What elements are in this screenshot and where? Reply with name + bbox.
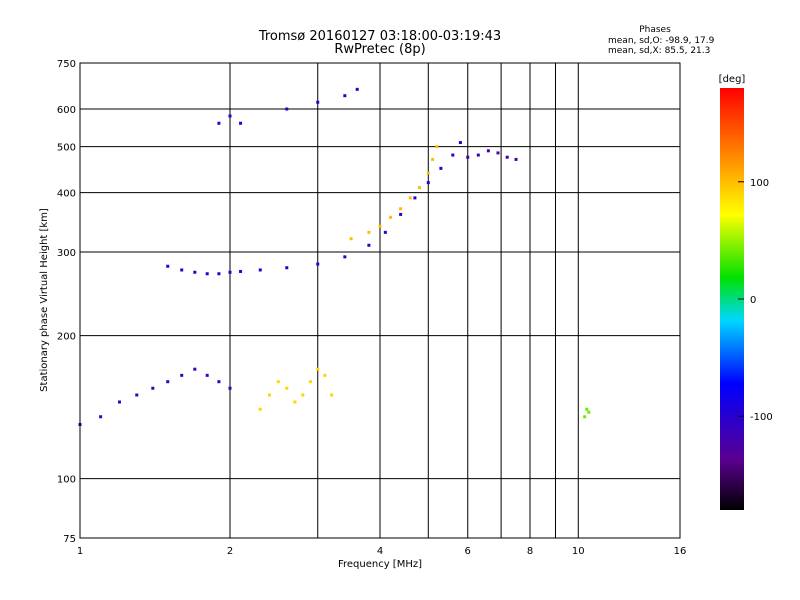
echo-point	[367, 230, 371, 234]
x-tick-labels: 1 2 4 6 8 10 16	[77, 546, 687, 557]
plot-frame	[79, 62, 681, 539]
echo-point	[583, 415, 587, 419]
y-tick-label: 500	[57, 143, 76, 154]
echo-point	[285, 386, 289, 390]
echo-point	[505, 155, 509, 159]
echo-point	[205, 373, 209, 377]
colorbar-tick-label: 0	[750, 295, 756, 306]
echo-point	[180, 373, 184, 377]
echo-point	[267, 393, 271, 397]
echo-point	[285, 107, 289, 111]
y-tick-label: 200	[57, 332, 76, 343]
echo-point	[217, 121, 221, 125]
echo-point	[135, 393, 139, 397]
echo-point	[308, 380, 312, 384]
echo-point	[258, 268, 262, 272]
echo-point	[486, 149, 490, 153]
x-tick-label: 8	[527, 546, 533, 557]
echo-point	[378, 224, 382, 228]
echo-point	[217, 272, 221, 276]
echo-point	[426, 181, 430, 185]
colorbar-tick-label: 100	[750, 178, 769, 189]
x-tick-label: 4	[377, 546, 383, 557]
echo-point	[476, 153, 480, 157]
y-tick-labels: 75 100 200 300 400 500 600 750	[57, 59, 76, 545]
echo-point	[417, 186, 421, 190]
echo-point	[151, 386, 155, 390]
echo-point	[193, 270, 197, 274]
echo-point	[399, 212, 403, 216]
y-tick-label: 300	[57, 248, 76, 259]
chart-subtitle: RwPretec (8p)	[334, 42, 425, 57]
echo-point	[258, 407, 262, 411]
echo-point	[285, 266, 289, 270]
echo-point	[367, 243, 371, 247]
echo-point	[276, 380, 280, 384]
echo-point	[330, 393, 334, 397]
y-tick-label: 75	[63, 534, 76, 545]
echo-point	[355, 87, 359, 91]
echo-point	[228, 270, 232, 274]
x-tick-label: 2	[227, 546, 233, 557]
echo-point	[383, 230, 387, 234]
echo-point	[180, 268, 184, 272]
echo-point	[413, 196, 417, 200]
echo-point	[316, 100, 320, 104]
echo-point	[408, 196, 412, 200]
x-tick-label: 6	[465, 546, 471, 557]
echo-point	[316, 367, 320, 371]
echo-point	[451, 153, 455, 157]
x-tick-label: 1	[77, 546, 83, 557]
echo-point	[193, 367, 197, 371]
echo-point	[496, 151, 500, 155]
phase-stats-o: mean, sd,O: -98.9, 17.9	[608, 36, 715, 46]
phase-stats-x: mean, sd,X: 85.5, 21.3	[608, 46, 710, 56]
echo-point	[228, 386, 232, 390]
echo-point	[585, 407, 589, 411]
chart-title: Tromsø 20160127 03:18:00-03:19:43	[258, 29, 501, 44]
echo-point	[343, 94, 347, 98]
echo-point	[239, 269, 243, 273]
echo-point	[349, 237, 353, 241]
y-axis-label: Stationary phase Virtual Height [km]	[39, 208, 50, 392]
echo-point	[431, 157, 435, 161]
echo-point	[239, 121, 243, 125]
echo-point	[466, 155, 470, 159]
echo-point	[389, 215, 393, 219]
colorbar-ticks: 100 0 -100	[738, 178, 773, 423]
y-tick-label: 100	[57, 475, 76, 486]
phases-title: Phases	[639, 25, 671, 35]
echo-point	[426, 171, 430, 175]
echo-point	[514, 157, 518, 161]
y-tick-label: 600	[57, 105, 76, 116]
colorbar-label: [deg]	[719, 74, 746, 85]
x-tick-label: 16	[674, 546, 687, 557]
y-tick-label: 750	[57, 59, 76, 70]
colorbar-tick-label: -100	[750, 412, 773, 423]
echo-point	[343, 255, 347, 259]
echo-point	[293, 400, 297, 404]
echo-point	[458, 141, 462, 145]
echo-point	[435, 145, 439, 149]
y-tick-label: 400	[57, 189, 76, 200]
x-axis-label: Frequency [MHz]	[338, 559, 422, 570]
grid-lines	[80, 63, 680, 538]
echo-point	[228, 114, 232, 118]
data-points	[78, 87, 591, 427]
echo-point	[301, 393, 305, 397]
echo-point	[439, 166, 443, 170]
echo-point	[99, 415, 103, 419]
echo-point	[217, 380, 221, 384]
echo-point	[316, 262, 320, 266]
echo-point	[166, 380, 170, 384]
echo-point	[323, 373, 327, 377]
echo-point	[399, 207, 403, 211]
echo-point	[205, 272, 209, 276]
echo-point	[166, 264, 170, 268]
echo-point	[117, 400, 121, 404]
x-tick-label: 10	[572, 546, 585, 557]
echo-point	[587, 410, 591, 414]
